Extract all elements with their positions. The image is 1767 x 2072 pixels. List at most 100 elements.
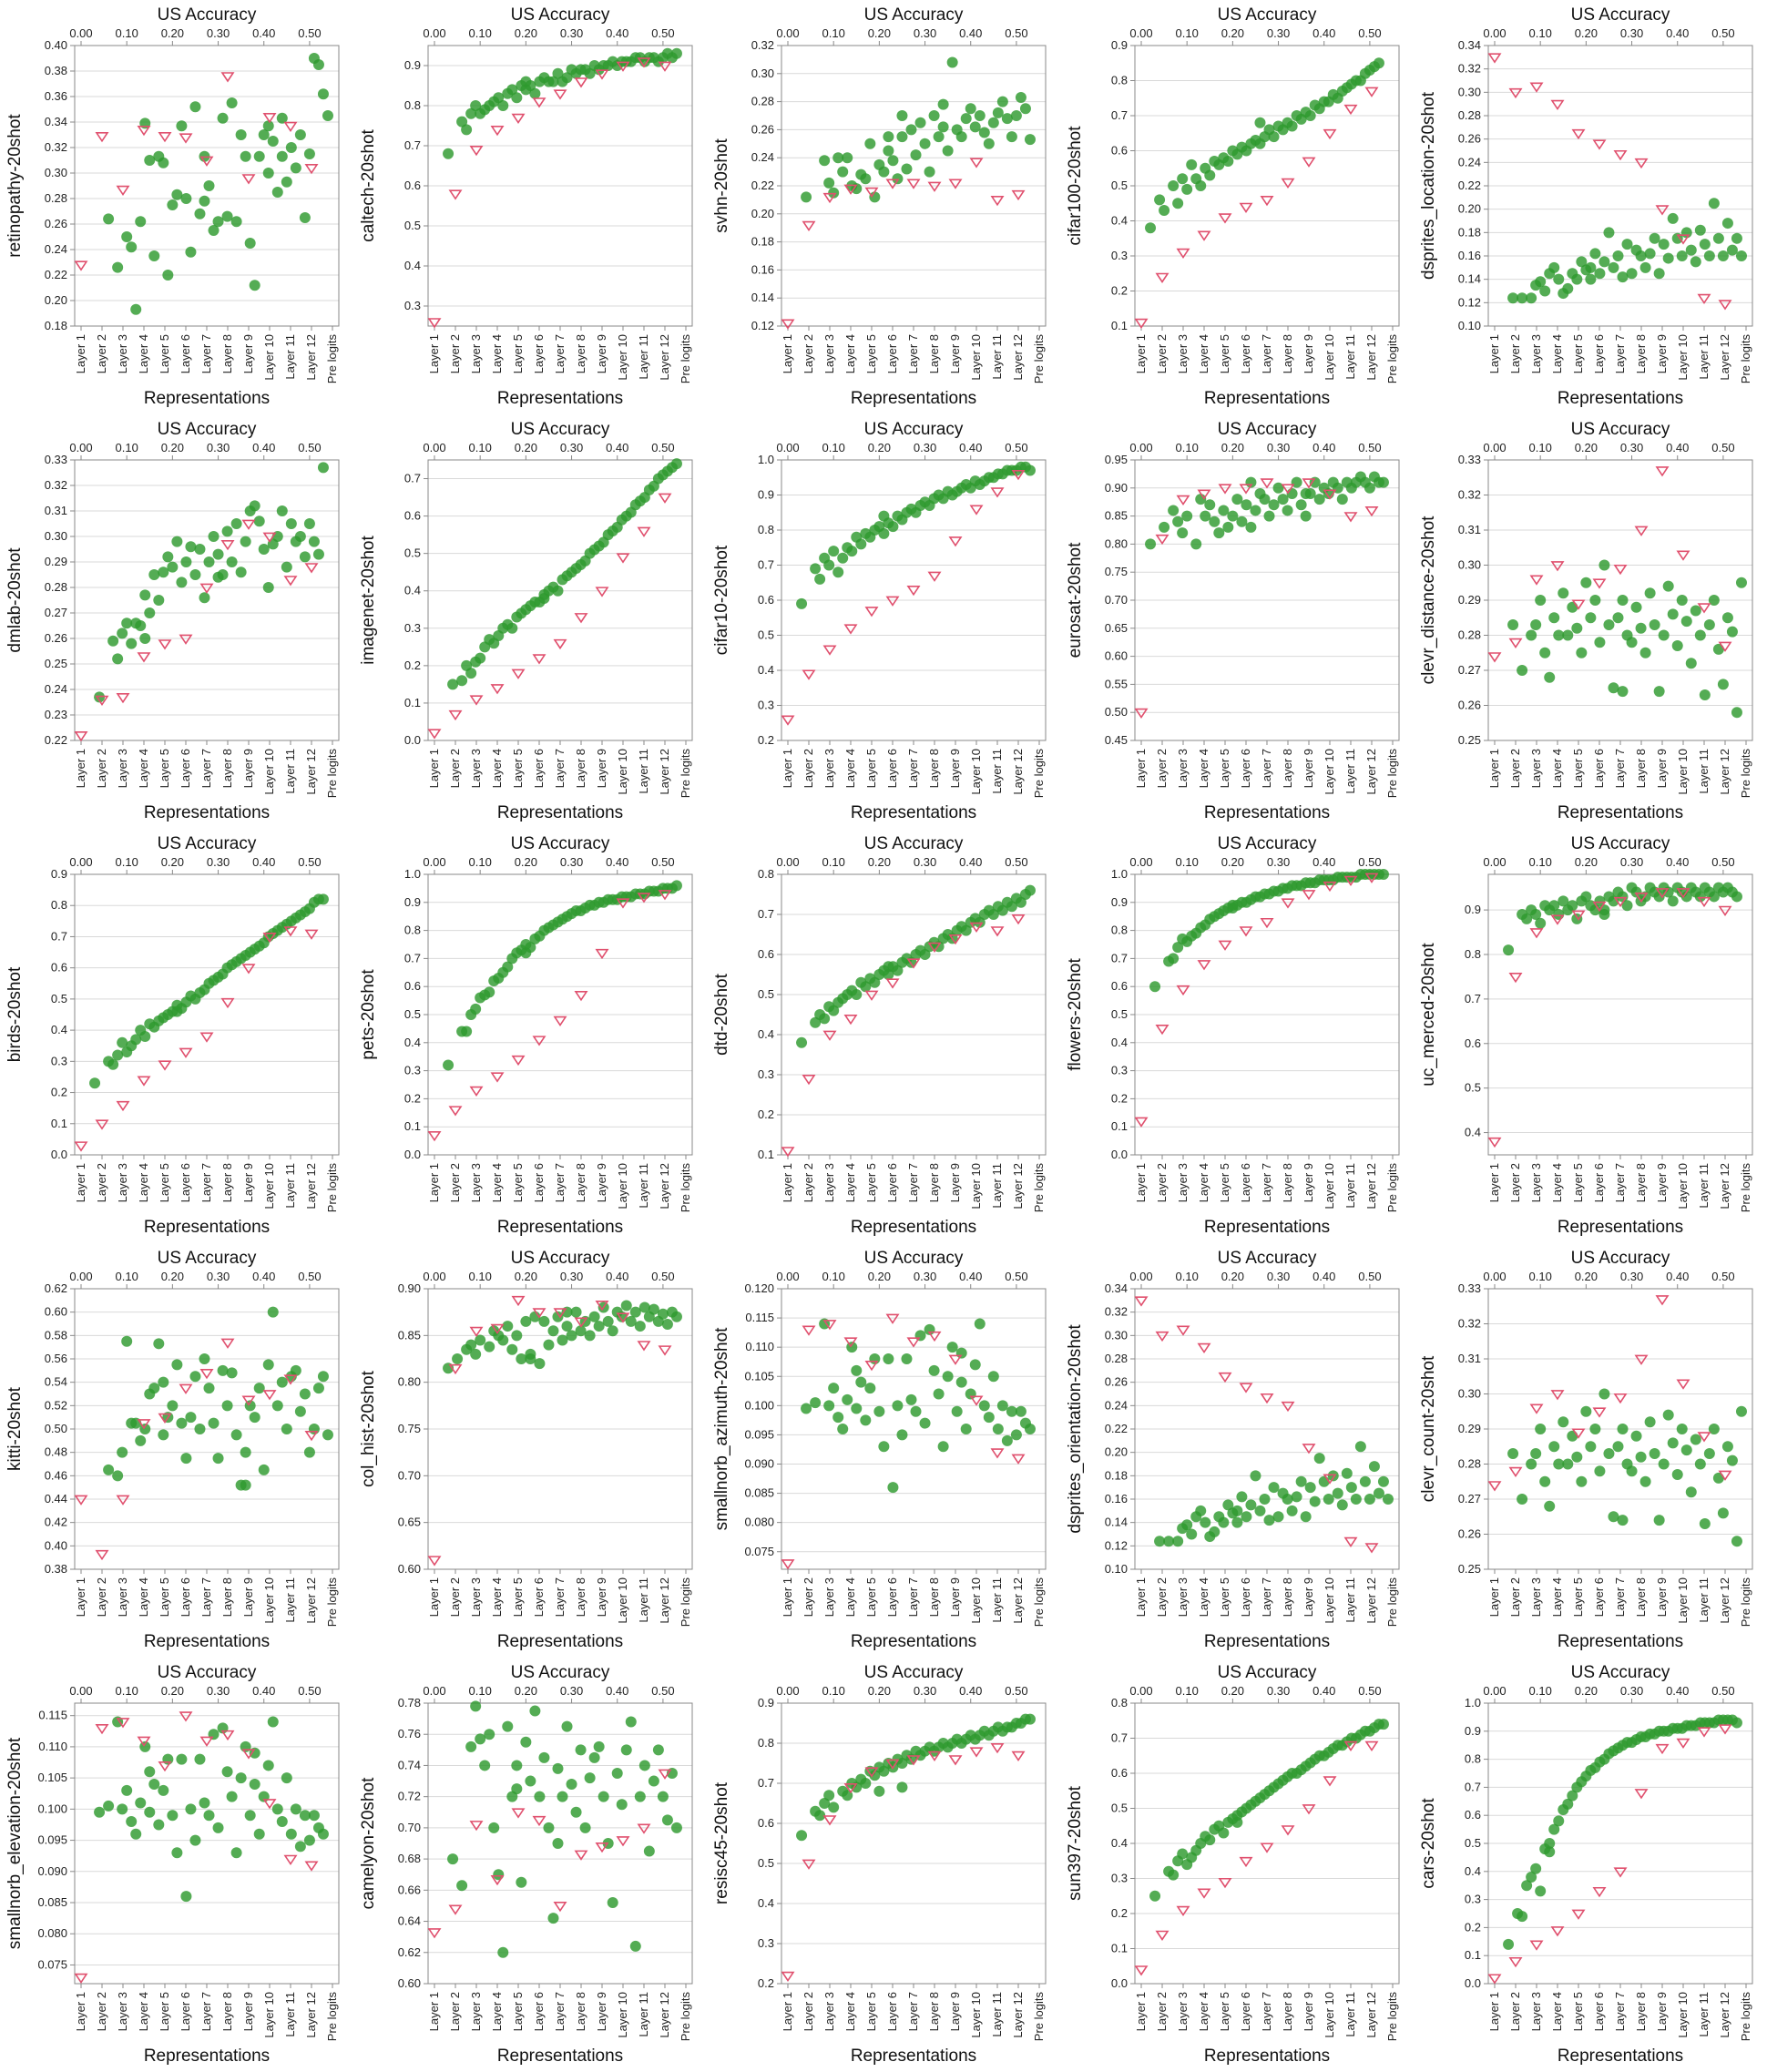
data-point <box>1680 891 1692 903</box>
data-point <box>465 1339 477 1351</box>
chart-svhn-20shot: 0.120.140.160.180.200.220.240.260.280.30… <box>712 5 1047 408</box>
data-point <box>162 1753 174 1765</box>
chart-dmlab-20shot: 0.220.230.240.250.260.270.280.290.300.31… <box>5 420 340 822</box>
y-tick-label: 0.20 <box>751 207 774 220</box>
y-tick-label: 0.7 <box>404 472 421 485</box>
x-tick-label: Layer 6 <box>532 749 546 788</box>
top-axis-title: US Accuracy <box>864 420 964 439</box>
x-tick-label: Layer 9 <box>595 1992 608 2031</box>
data-point <box>974 916 986 928</box>
data-point <box>1576 256 1588 268</box>
y-tick-label: 0.14 <box>1458 272 1481 286</box>
data-point <box>1382 1494 1394 1505</box>
x-tick-label: Layer 11 <box>637 1577 650 1623</box>
data-point <box>1658 1458 1670 1470</box>
data-point <box>1286 1505 1298 1516</box>
x-tick-label: Layer 6 <box>179 334 192 373</box>
data-point <box>987 117 999 128</box>
baseline-marker <box>283 576 298 587</box>
x-tick-label: Layer 12 <box>1011 1163 1025 1210</box>
baseline-marker <box>990 926 1005 937</box>
data-point <box>226 556 238 567</box>
x-tick-label: Layer 3 <box>1176 1577 1190 1617</box>
x-tick-label: Layer 11 <box>990 1163 1004 1209</box>
data-point <box>1630 1430 1642 1442</box>
x-tick-label: Pre logits <box>325 749 339 799</box>
top-tick-label: 0.50 <box>1358 1684 1381 1698</box>
y-tick-label: 0.6 <box>51 961 67 975</box>
baseline-marker <box>74 260 88 271</box>
x-tick-label: Layer 7 <box>1260 1163 1273 1202</box>
x-tick-label: Layer 10 <box>969 1577 983 1624</box>
data-point <box>294 129 306 140</box>
x-tick-label: Layer 6 <box>532 1992 546 2031</box>
y-tick-label: 0.33 <box>1458 453 1481 466</box>
data-point <box>1535 276 1547 288</box>
data-point <box>253 515 265 527</box>
y-tick-label: 0.26 <box>751 122 774 136</box>
data-point <box>194 208 206 219</box>
data-point <box>1263 510 1275 522</box>
top-tick-label: 0.40 <box>606 441 628 454</box>
y-tick-label: 0.26 <box>1458 132 1481 146</box>
baseline-marker <box>1718 1724 1732 1735</box>
data-point <box>1603 1447 1615 1459</box>
data-point <box>1721 612 1733 624</box>
data-point <box>1149 981 1161 993</box>
data-point <box>883 131 894 143</box>
y-tick-label: 0.22 <box>1458 179 1481 192</box>
data-point <box>896 1781 908 1793</box>
baseline-marker <box>969 505 984 515</box>
baseline-marker <box>95 1119 109 1130</box>
baseline-marker <box>781 1971 795 1983</box>
x-tick-label: Layer 9 <box>1302 1577 1315 1617</box>
x-tick-label: Layer 3 <box>1176 749 1190 788</box>
x-tick-label: Layer 1 <box>1134 1163 1148 1202</box>
baseline-marker <box>137 1419 151 1430</box>
data-point <box>1006 1405 1017 1417</box>
data-point <box>167 1810 179 1822</box>
data-point <box>837 166 849 178</box>
data-point <box>1548 1441 1560 1453</box>
data-point <box>851 1403 863 1414</box>
data-point <box>1254 1505 1266 1516</box>
top-tick-label: 0.40 <box>959 1684 982 1698</box>
baseline-marker <box>1697 293 1711 305</box>
y-tick-label: 0.40 <box>45 38 67 52</box>
x-tick-label: Layer 6 <box>179 749 192 788</box>
x-tick-label: Layer 9 <box>241 1992 255 2031</box>
baseline-marker <box>1302 478 1316 489</box>
baseline-marker <box>948 934 963 945</box>
baseline-marker <box>906 958 921 969</box>
data-point <box>484 1341 495 1352</box>
top-tick-label: 0.00 <box>1129 441 1152 454</box>
data-point <box>534 1791 546 1802</box>
data-point <box>290 1803 301 1815</box>
y-tick-label: 0.105 <box>744 1369 774 1383</box>
data-point <box>1731 1717 1742 1729</box>
x-tick-label: Layer 12 <box>658 334 671 381</box>
x-tick-label: Layer 4 <box>1550 334 1564 373</box>
x-tick-label: Layer 3 <box>822 1163 836 1202</box>
top-tick-label: 0.30 <box>1620 1270 1643 1283</box>
y-tick-label: 0.5 <box>404 219 421 232</box>
x-tick-label: Layer 5 <box>511 1577 525 1617</box>
baseline-marker <box>1529 575 1544 586</box>
top-tick-label: 0.10 <box>469 1270 492 1283</box>
baseline-marker <box>1364 1543 1379 1554</box>
y-tick-label: 0.7 <box>1465 1780 1481 1793</box>
data-point <box>1735 250 1747 261</box>
data-point <box>1589 248 1601 260</box>
x-tick-label: Layer 3 <box>822 749 836 788</box>
x-tick-label: Pre logits <box>1739 334 1752 384</box>
x-tick-label: Layer 4 <box>137 1577 150 1617</box>
x-tick-label: Layer 11 <box>990 1992 1004 2037</box>
x-tick-label: Pre logits <box>1739 1163 1752 1213</box>
top-tick-label: 0.30 <box>560 1270 583 1283</box>
x-tick-label: Layer 5 <box>1571 1577 1585 1617</box>
x-tick-label: Layer 5 <box>1218 1577 1231 1617</box>
baseline-marker <box>1281 898 1295 909</box>
top-tick-label: 0.20 <box>1575 1270 1598 1283</box>
data-point <box>465 668 477 679</box>
baseline-marker <box>158 1060 172 1071</box>
